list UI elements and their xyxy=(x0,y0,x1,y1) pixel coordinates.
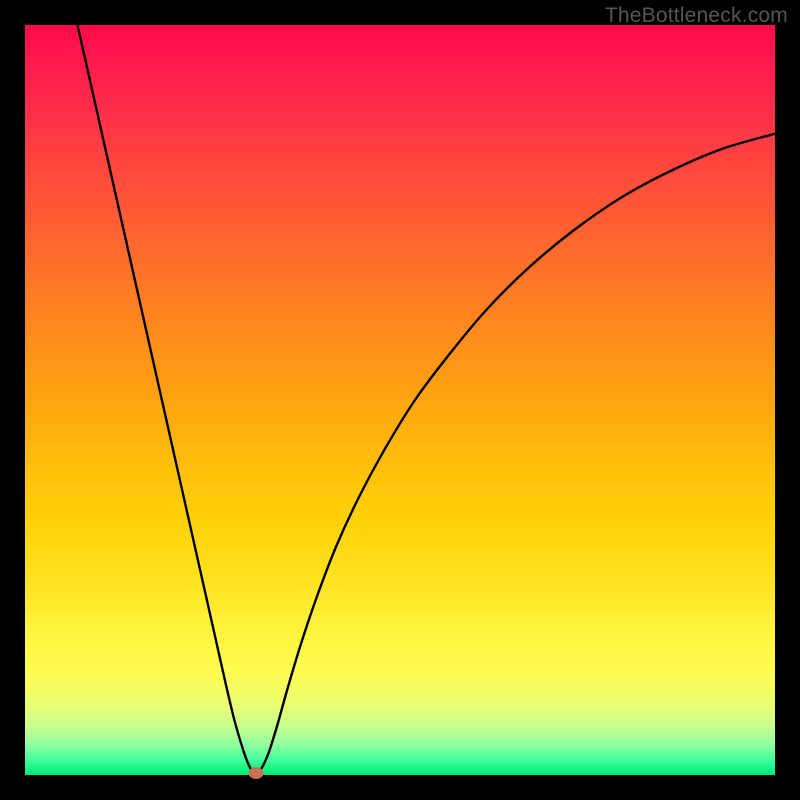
watermark-text: TheBottleneck.com xyxy=(605,4,788,28)
bottleneck-curve xyxy=(25,25,775,775)
canvas-root: TheBottleneck.com xyxy=(0,0,800,800)
curve-path xyxy=(78,25,776,774)
optimal-point-marker xyxy=(249,767,264,779)
plot-area xyxy=(25,25,775,775)
